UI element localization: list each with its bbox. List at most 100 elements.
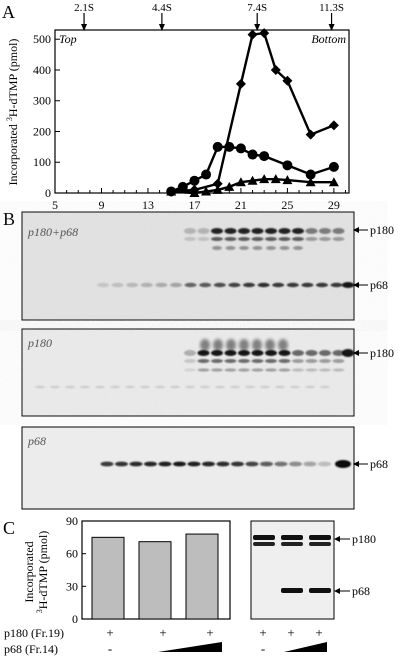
- blot-band: [292, 237, 304, 241]
- blot-p68: p68: [21, 426, 355, 510]
- marker-arrowhead: [158, 24, 165, 31]
- panel-label-c: C: [3, 518, 15, 538]
- c-blot-band: [281, 535, 303, 540]
- blot-band: [155, 282, 168, 288]
- blot-band: [239, 339, 249, 351]
- c-y-axis-label-line1: Incorporated: [22, 541, 36, 602]
- blot-band: [265, 237, 277, 241]
- c-p180-label: p180: [352, 532, 376, 546]
- circle-point: [247, 149, 258, 160]
- blot-band: [228, 282, 241, 288]
- blot-band: [265, 359, 277, 363]
- top-label: Top: [59, 32, 77, 46]
- y-axis-ticks: 0 100 200 300 400 500: [33, 32, 60, 200]
- blot-band: [305, 237, 318, 241]
- blot-row1-lane3: +: [315, 625, 322, 640]
- blot-band: [213, 339, 223, 351]
- c-bar: [91, 536, 125, 620]
- blot-band: [115, 461, 128, 467]
- chart-c: 0 30 60 90 Incorporated 3H-dTMP (pmol): [22, 514, 231, 626]
- blot-band: [251, 228, 264, 234]
- triangle-point: [270, 174, 281, 184]
- marker-label: 4.4S: [152, 2, 172, 14]
- blot-band: [252, 246, 263, 250]
- blot-band: [319, 237, 331, 241]
- blot-band: [238, 368, 250, 372]
- blot-band: [129, 461, 143, 467]
- c-bar: [185, 533, 219, 620]
- blot-band: [342, 282, 354, 288]
- blot-band: [292, 228, 304, 234]
- sedimentation-markers: 2.1S 4.4S 7.4S 11.3S: [74, 2, 344, 31]
- blot-band: [272, 282, 285, 288]
- blot-band: [197, 237, 210, 241]
- blot-band: [140, 282, 153, 288]
- blot-band: [305, 385, 315, 389]
- blot-row1-lane1: +: [259, 625, 266, 640]
- blot-band: [184, 282, 197, 288]
- y-axis-label-prefix: Incorporated: [6, 121, 20, 185]
- blot-band: [213, 282, 226, 288]
- p68-arrowhead-3: [353, 461, 359, 467]
- blot-band: [305, 359, 318, 363]
- blot-band: [211, 228, 223, 234]
- c-y-axis-label-2: 3H-dTMP (pmol): [35, 531, 50, 614]
- circle-point: [259, 151, 270, 162]
- blot-c: [250, 520, 335, 620]
- c-blot-band: [253, 542, 275, 546]
- blot-band: [185, 385, 195, 389]
- blot-band: [266, 246, 276, 250]
- diamond-point: [259, 28, 270, 39]
- circle-point: [282, 160, 293, 171]
- triangle-point: [235, 177, 246, 187]
- c-blot-band: [309, 542, 331, 546]
- y-axis-label-sup: 3: [5, 117, 14, 121]
- y-axis-label: Incorporated 3H-dTMP (pmol): [5, 39, 20, 186]
- circle-point: [328, 161, 339, 172]
- blot-band: [173, 461, 186, 467]
- blot-band: [251, 368, 264, 372]
- blot-band: [332, 237, 345, 241]
- blot-band: [238, 350, 250, 356]
- blot-band: [202, 461, 215, 467]
- p180-arrowhead: [353, 227, 359, 233]
- blot-band: [252, 339, 262, 351]
- blot-band: [319, 368, 331, 372]
- marker-label: 11.3S: [319, 2, 344, 14]
- blot-band: [301, 282, 314, 288]
- blot-band: [144, 461, 157, 467]
- c-bars: [91, 533, 219, 620]
- triangle-point: [328, 177, 339, 187]
- triangle-point: [166, 186, 177, 196]
- blot-band: [95, 385, 105, 389]
- blot-band: [257, 282, 270, 288]
- bar-row1-lane1: +: [106, 625, 113, 640]
- blot-band: [275, 385, 285, 389]
- blot-band: [158, 461, 172, 467]
- blot-band: [251, 359, 264, 363]
- blot-band: [305, 350, 318, 356]
- blot-band: [319, 359, 331, 363]
- blot-band: [335, 460, 351, 468]
- blot-band: [251, 237, 264, 241]
- p68-label-3: p68: [370, 457, 388, 471]
- blot-2-band-labels: p180: [353, 346, 394, 360]
- x-tick-label: 5: [52, 198, 58, 212]
- blot-band: [265, 368, 277, 372]
- x-tick-label: 9: [98, 198, 104, 212]
- marker-arrowhead: [328, 24, 335, 31]
- blot-band: [265, 339, 275, 351]
- diamond-point: [282, 75, 293, 86]
- blot-band: [211, 359, 223, 363]
- blot-band: [238, 359, 250, 363]
- blot-band: [184, 228, 196, 234]
- triangle-point: [201, 186, 212, 196]
- blot-band: [278, 228, 291, 234]
- blot-band: [140, 385, 150, 389]
- c-y-tick-label: 30: [66, 579, 78, 593]
- blot-band: [184, 368, 196, 372]
- blot-band: [211, 237, 223, 241]
- diamond-point: [305, 129, 316, 140]
- circle-point: [212, 141, 223, 152]
- blot-band: [239, 246, 249, 250]
